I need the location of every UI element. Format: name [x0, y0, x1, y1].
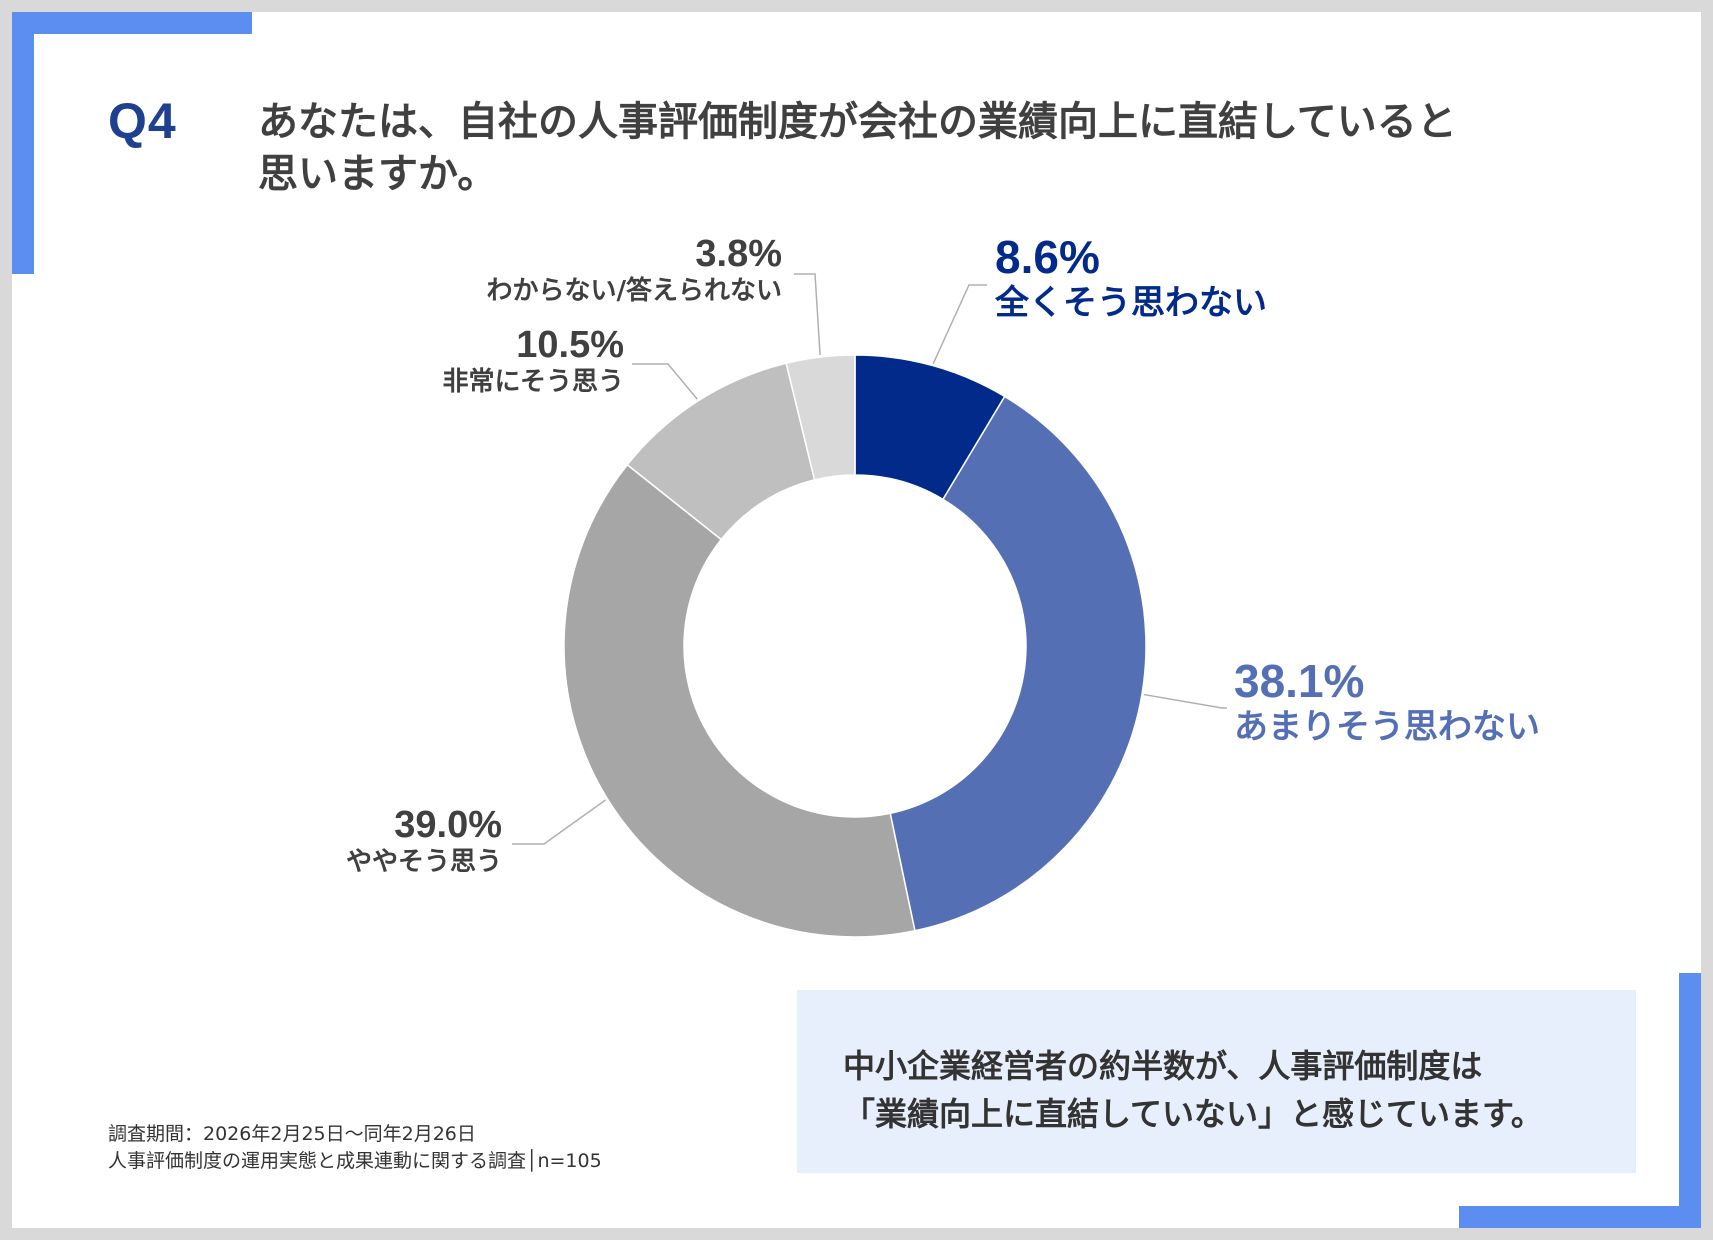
question-title: あなたは、自社の人事評価制度が会社の業績向上に直結していると 思いますか。	[258, 96, 1558, 200]
donut-chart	[512, 273, 1227, 938]
donut-slice-wakaranai	[785, 354, 856, 481]
label-hijou: 10.5% 非常にそう思う	[443, 325, 624, 399]
leader-lines	[512, 273, 1227, 845]
slice-label: 非常にそう思う	[442, 367, 624, 397]
donut-slices	[563, 354, 1147, 938]
slice-value: 39.0%	[394, 804, 502, 846]
corner-accent-right	[1679, 973, 1701, 1228]
slice-label: ややそう思う	[345, 847, 502, 877]
survey-footnote: 調査期間：2026年2月25日～同年2月26日 人事評価制度の運用実態と成果連動…	[108, 1121, 602, 1175]
summary-box: 中小企業経営者の約半数が、人事評価制度は 「業績向上に直結していない」と感じてい…	[797, 990, 1636, 1173]
label-amari: 38.1% あまりそう思わない	[1234, 656, 1540, 748]
slice-label: あまりそう思わない	[1234, 707, 1540, 747]
slice-label: 全くそう思わない	[995, 283, 1267, 323]
leader-line-wakaranai	[794, 273, 821, 356]
leader-line-zenku	[932, 284, 987, 364]
summary-text: 中小企業経営者の約半数が、人事評価制度は 「業績向上に直結していない」と感じてい…	[843, 1042, 1543, 1138]
donut-slice-amari	[889, 395, 1147, 932]
corner-accent-bottom-right	[1459, 1206, 1701, 1228]
corner-accent-top-left	[12, 12, 252, 34]
survey-period: 調査期間：2026年2月25日～同年2月26日	[108, 1123, 476, 1145]
slice-value: 10.5%	[516, 324, 624, 366]
slice-value: 8.6%	[995, 231, 1100, 283]
slice-value: 3.8%	[695, 233, 782, 275]
question-line-1: あなたは、自社の人事評価制度が会社の業績向上に直結していると	[258, 99, 1457, 145]
summary-line-1: 中小企業経営者の約半数が、人事評価制度は	[843, 1047, 1483, 1085]
question-number: Q4	[108, 93, 177, 149]
leader-line-yaya	[512, 799, 607, 845]
summary-line-2: 「業績向上に直結していない」と感じています。	[843, 1095, 1543, 1133]
leader-line-amari	[1143, 693, 1227, 709]
survey-name: 人事評価制度の運用実態と成果連動に関する調査│n=105	[108, 1150, 602, 1172]
question-line-2: 思いますか。	[258, 151, 498, 197]
corner-accent-left	[12, 12, 34, 274]
leader-line-hijou	[632, 363, 698, 400]
label-zenku: 8.6% 全くそう思わない	[995, 232, 1267, 324]
donut-slice-yaya	[563, 463, 916, 938]
slice-value: 38.1%	[1234, 655, 1365, 707]
slice-label: わからない/答えられない	[486, 276, 783, 306]
slide: Q4 あなたは、自社の人事評価制度が会社の業績向上に直結していると 思いますか。…	[12, 12, 1701, 1228]
label-yaya: 39.0% ややそう思う	[346, 805, 502, 879]
label-wakaranai: 3.8% わからない/答えられない	[487, 234, 783, 308]
